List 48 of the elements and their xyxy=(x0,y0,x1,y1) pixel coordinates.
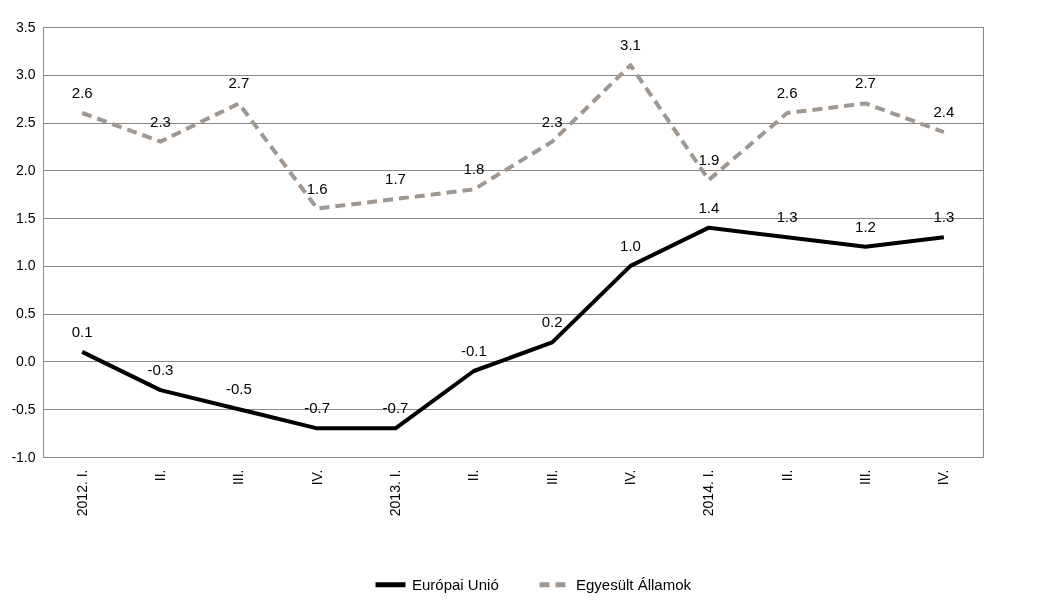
data-label: 0.2 xyxy=(541,313,563,331)
x-tick-label: II. xyxy=(465,469,482,482)
y-tick-label: -1.0 xyxy=(11,448,36,465)
x-tick-label: III. xyxy=(857,469,873,486)
x-tick-label: 2013. I. xyxy=(387,469,403,517)
legend-label: Európai Unió xyxy=(412,575,499,593)
data-label: 1.2 xyxy=(855,217,876,235)
x-tick-label: II. xyxy=(778,469,795,482)
x-tick-label: IV. xyxy=(935,469,952,486)
data-label: 1.0 xyxy=(620,236,641,254)
x-tick-label: III. xyxy=(543,469,560,486)
y-tick-label: 0.5 xyxy=(16,305,36,322)
y-tick-label: 2.0 xyxy=(16,161,36,178)
data-label: 1.3 xyxy=(933,208,955,226)
data-label: 0.1 xyxy=(71,322,93,340)
x-tick-label: III. xyxy=(230,469,247,486)
data-label: 2.6 xyxy=(776,84,798,101)
data-label: 2.3 xyxy=(150,112,171,130)
data-label: -0.1 xyxy=(460,342,487,359)
data-label: 1.7 xyxy=(385,170,406,187)
x-tick-label: IV. xyxy=(308,469,325,486)
data-label: 2.7 xyxy=(228,74,250,92)
y-tick-label: 3.0 xyxy=(16,66,36,83)
x-tick-label: 2014. I. xyxy=(700,469,717,517)
x-tick-label: IV. xyxy=(622,469,638,486)
y-tick-label: 1.5 xyxy=(16,209,36,226)
data-label: 2.7 xyxy=(855,74,876,92)
data-label: 1.3 xyxy=(776,208,798,226)
y-tick-label: 3.5 xyxy=(16,18,36,35)
data-label: 2.6 xyxy=(71,84,93,101)
data-label: 2.4 xyxy=(933,103,955,121)
x-tick-label: 2012. I. xyxy=(73,469,90,517)
data-label: 3.1 xyxy=(620,36,641,54)
data-label: -0.3 xyxy=(147,361,174,379)
y-tick-label: 0.0 xyxy=(16,352,36,369)
data-label: 2.3 xyxy=(541,112,563,130)
data-label: -0.5 xyxy=(225,380,252,398)
data-label: 1.8 xyxy=(463,160,485,178)
legend-label: Egyesült Államok xyxy=(576,575,692,593)
data-label: 1.4 xyxy=(698,198,720,216)
data-label: -0.7 xyxy=(304,399,331,417)
data-label: 1.9 xyxy=(698,150,720,168)
x-tick-label: II. xyxy=(152,469,168,482)
data-label: 1.6 xyxy=(306,179,328,197)
y-tick-label: 2.5 xyxy=(16,114,36,131)
data-label: -0.7 xyxy=(382,399,409,417)
y-tick-label: -0.5 xyxy=(11,400,36,417)
y-tick-label: 1.0 xyxy=(16,257,36,274)
